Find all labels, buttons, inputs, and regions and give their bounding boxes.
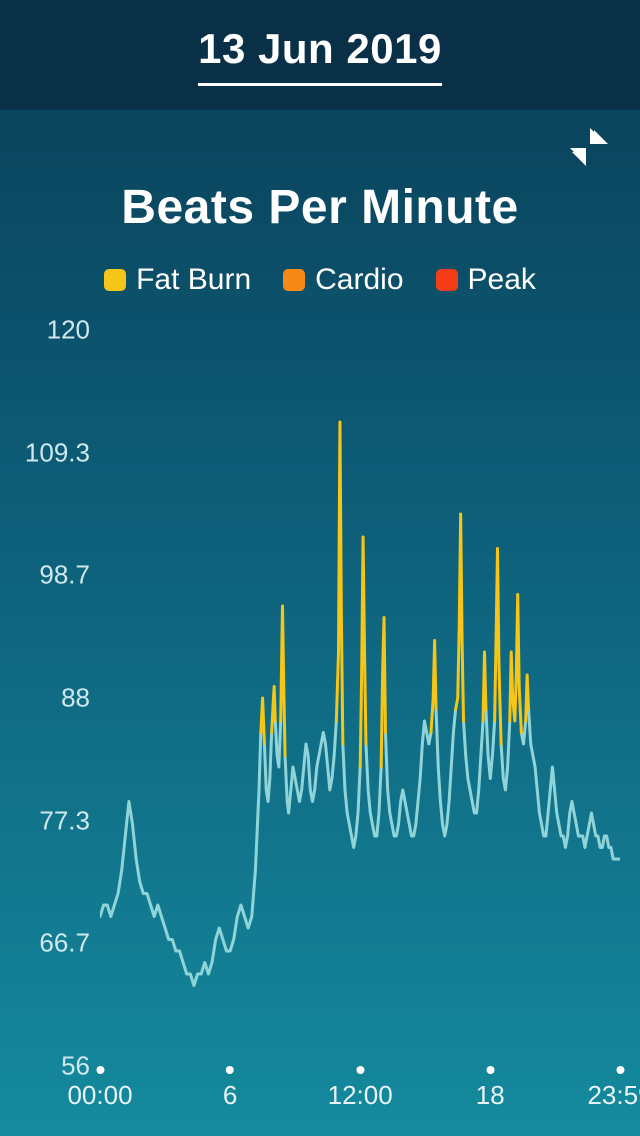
hr-line-segment bbox=[336, 422, 343, 744]
legend-label: Fat Burn bbox=[136, 263, 251, 297]
y-tick-label: 77.3 bbox=[39, 806, 90, 837]
hr-line-segment bbox=[366, 744, 381, 836]
hr-line-segment bbox=[100, 733, 261, 986]
x-axis: 00:00612:001823:59 bbox=[100, 1066, 620, 1136]
x-tick: 12:00 bbox=[328, 1066, 393, 1111]
chart-area: 5666.777.38898.7109.3120 00:00612:001823… bbox=[0, 330, 640, 1136]
hr-line-segment bbox=[495, 549, 502, 745]
y-axis: 5666.777.38898.7109.3120 bbox=[0, 330, 100, 1066]
plot[interactable] bbox=[100, 330, 620, 1066]
legend-item-peak: Peak bbox=[436, 263, 536, 297]
y-tick-label: 66.7 bbox=[39, 927, 90, 958]
y-tick-label: 98.7 bbox=[39, 559, 90, 590]
chart-title: Beats Per Minute bbox=[0, 180, 640, 235]
hr-line-segment bbox=[343, 744, 360, 848]
hr-line-segment bbox=[456, 514, 464, 721]
legend-item-fatburn: Fat Burn bbox=[104, 263, 251, 297]
y-tick-label: 88 bbox=[61, 683, 90, 714]
date-title[interactable]: 13 Jun 2019 bbox=[198, 25, 442, 86]
hr-line-segment bbox=[360, 537, 366, 767]
hr-line-segment bbox=[436, 710, 456, 837]
hr-line-segment bbox=[285, 721, 336, 813]
legend: Fat Burn Cardio Peak bbox=[0, 263, 640, 297]
hr-line-segment bbox=[464, 721, 484, 813]
x-tick: 23:59 bbox=[587, 1066, 640, 1111]
hr-line-segment bbox=[510, 595, 522, 733]
swatch-fatburn bbox=[104, 269, 126, 291]
collapse-icon[interactable] bbox=[568, 126, 612, 170]
y-tick-label: 120 bbox=[47, 315, 90, 346]
hr-line-segment bbox=[483, 652, 486, 721]
hr-line-segment bbox=[275, 721, 280, 767]
x-tick: 6 bbox=[223, 1066, 237, 1111]
x-tick: 00:00 bbox=[67, 1066, 132, 1111]
topbar: 13 Jun 2019 bbox=[0, 0, 640, 110]
x-tick: 18 bbox=[476, 1066, 505, 1111]
y-tick-label: 109.3 bbox=[25, 438, 90, 469]
legend-label: Peak bbox=[468, 263, 536, 297]
hr-line-segment bbox=[385, 721, 431, 836]
hr-line-segment bbox=[501, 721, 510, 790]
swatch-peak bbox=[436, 269, 458, 291]
hr-line-segment bbox=[529, 710, 620, 860]
legend-label: Cardio bbox=[315, 263, 403, 297]
swatch-cardio bbox=[283, 269, 305, 291]
legend-item-cardio: Cardio bbox=[283, 263, 403, 297]
